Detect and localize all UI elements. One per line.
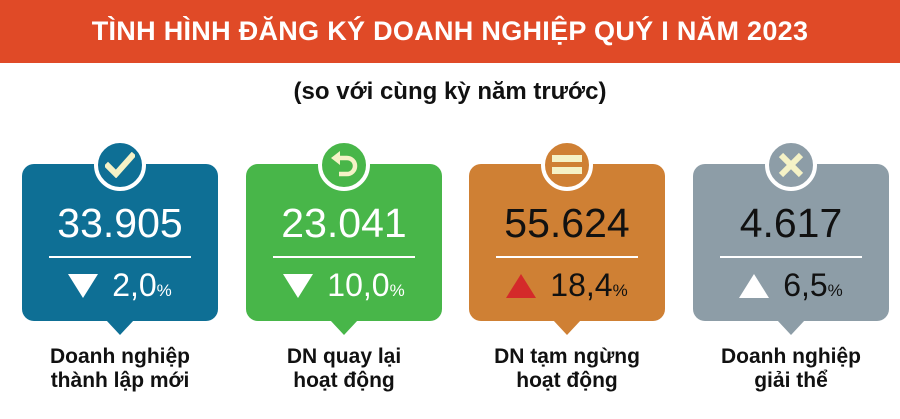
card-tail [777,320,805,335]
label-line-1: DN quay lại [286,345,402,368]
check-icon [105,152,135,178]
label-line-2: hoạt động [293,369,395,392]
subtitle: (so với cùng kỳ năm trước) [293,78,607,105]
stat-change: 6,5% [693,267,889,304]
card-label: DN quay lại hoạt động [246,345,442,393]
change-value: 10,0 [327,267,390,303]
change-value: 2,0 [112,267,157,303]
stat-card: 33.905 2,0% [22,139,218,335]
trend-arrow-icon [68,274,99,298]
divider [273,256,415,258]
card-icon-badge [765,139,817,191]
card-icon-badge [541,139,593,191]
card-icon-badge [318,139,370,191]
card-label: DN tạm ngừng hoạt động [469,345,665,393]
card-icon-badge [94,139,146,191]
stat-change: 18,4% [469,267,665,304]
card-tail [330,320,358,335]
stat-card: 23.041 10,0% [246,139,442,335]
card-tail [553,320,581,335]
change-unit: % [612,281,628,300]
stat-value: 4.617 [739,200,843,246]
x-icon [778,152,804,178]
trend-arrow-icon [283,274,314,298]
title-banner: TÌNH HÌNH ĐĂNG KÝ DOANH NGHIỆP QUÝ I NĂM… [0,0,900,63]
stat-value: 55.624 [504,200,630,246]
card-tail [106,320,134,335]
stat-change: 2,0% [22,267,218,304]
label-line-2: giải thể [754,369,828,392]
label-line-1: Doanh nghiệp [721,345,861,368]
label-line-1: DN tạm ngừng [494,345,640,368]
card-label: Doanh nghiệp giải thể [693,345,889,393]
label-line-2: thành lập mới [50,369,190,392]
stat-card: 55.624 18,4% [469,139,665,335]
change-unit: % [827,281,843,300]
stat-card: 4.617 6,5% [693,139,889,335]
change-value: 18,4 [550,267,613,303]
trend-arrow-icon [739,274,770,298]
change-unit: % [389,281,405,300]
stat-value: 33.905 [57,200,183,246]
change-value: 6,5 [783,267,828,303]
equals-icon [552,155,582,174]
stat-value: 23.041 [281,200,407,246]
page-title: TÌNH HÌNH ĐĂNG KÝ DOANH NGHIỆP QUÝ I NĂM… [91,16,809,46]
card-label: Doanh nghiệp thành lập mới [22,345,218,393]
trend-arrow-icon [506,274,537,298]
label-line-1: Doanh nghiệp [50,345,190,368]
return-arrow-icon [331,151,358,177]
divider [496,256,638,258]
change-unit: % [156,281,172,300]
stat-change: 10,0% [246,267,442,304]
divider [720,256,862,258]
label-line-2: hoạt động [516,369,618,392]
divider [49,256,191,258]
